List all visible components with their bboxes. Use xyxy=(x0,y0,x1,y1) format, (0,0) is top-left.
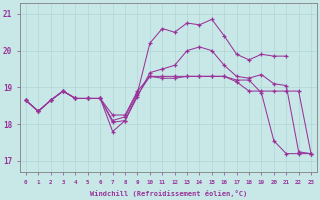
X-axis label: Windchill (Refroidissement éolien,°C): Windchill (Refroidissement éolien,°C) xyxy=(90,190,247,197)
